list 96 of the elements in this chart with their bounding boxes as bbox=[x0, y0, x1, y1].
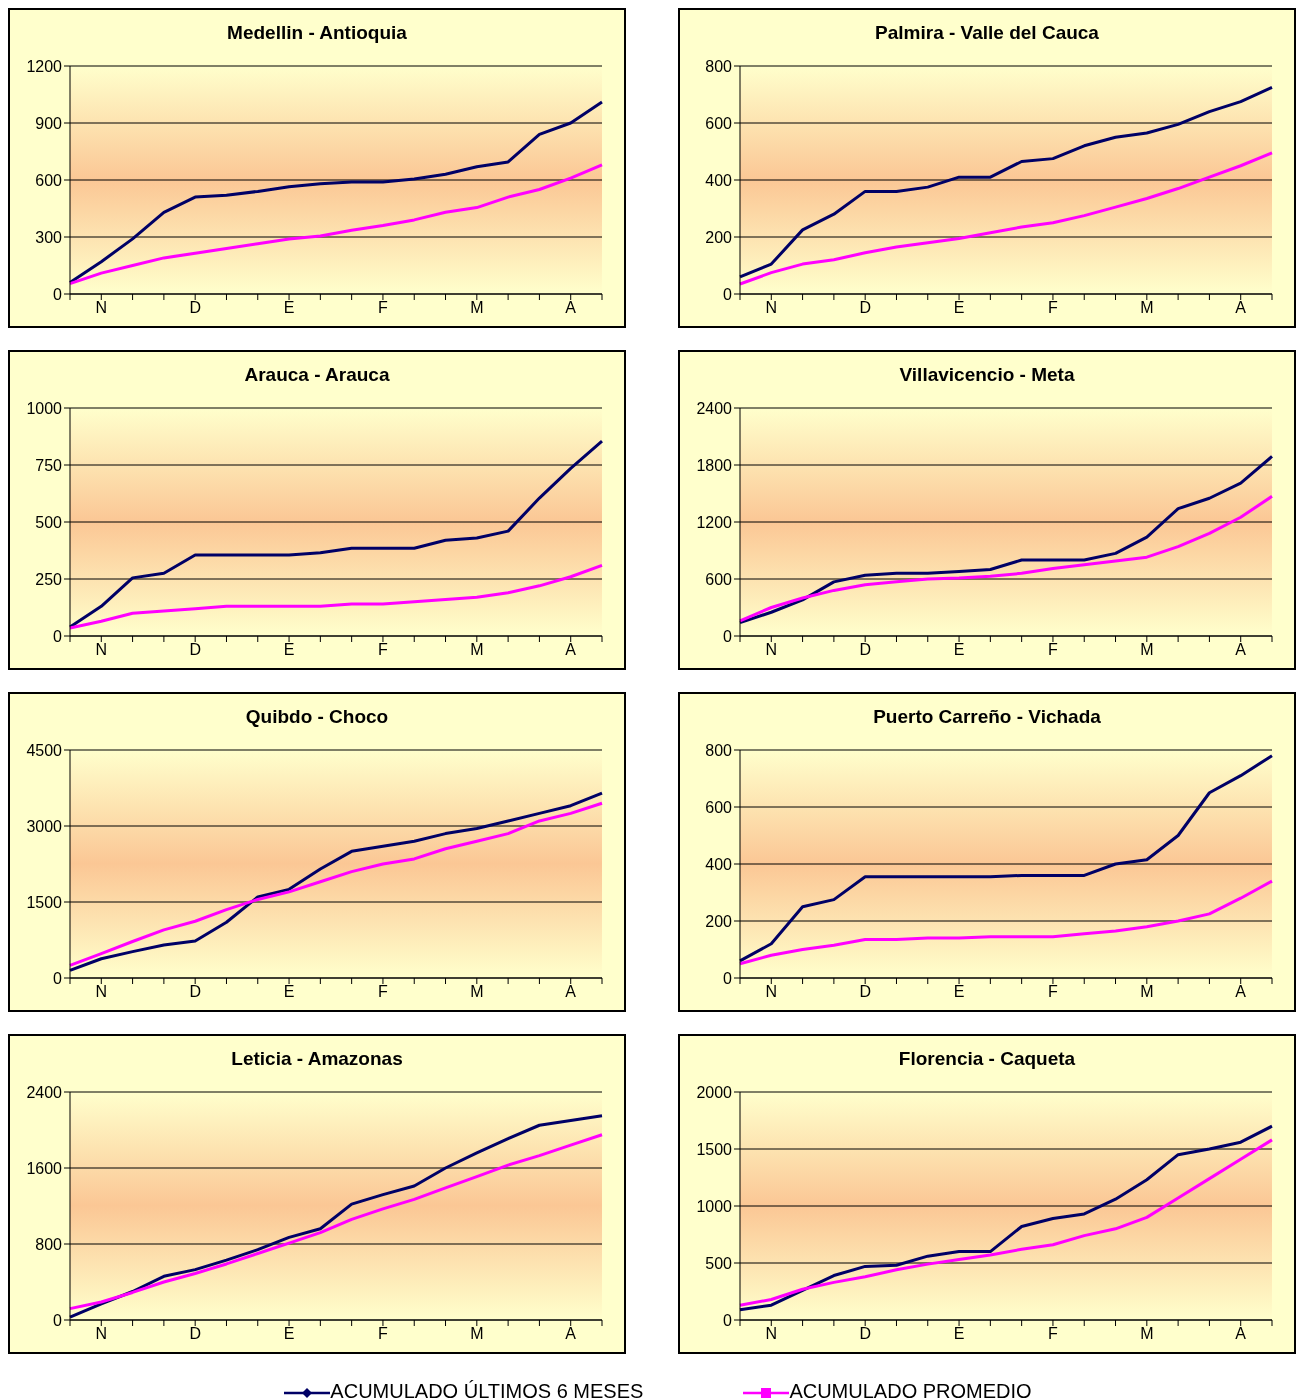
chart-title: Quibdo - Choco bbox=[244, 705, 390, 729]
y-tick-label: 0 bbox=[53, 1311, 63, 1329]
x-tick-label: M bbox=[470, 983, 484, 1001]
y-tick-label: 900 bbox=[35, 114, 63, 132]
y-tick-label: 1800 bbox=[696, 456, 733, 474]
x-tick-label: E bbox=[953, 641, 965, 659]
x-tick-label: N bbox=[765, 299, 778, 317]
x-tick-label: F bbox=[378, 641, 389, 659]
chart-title: Florencia - Caqueta bbox=[897, 1047, 1077, 1071]
y-tick-label: 1000 bbox=[696, 1197, 733, 1215]
y-tick-label: 4500 bbox=[26, 741, 63, 759]
x-tick-label: D bbox=[859, 983, 871, 1001]
x-tick-label: F bbox=[378, 1325, 389, 1343]
y-tick-label: 600 bbox=[705, 114, 733, 132]
x-tick-label: E bbox=[283, 983, 295, 1001]
x-tick-label: E bbox=[283, 1325, 295, 1343]
y-tick-label: 800 bbox=[35, 1235, 63, 1253]
x-tick-label: E bbox=[953, 983, 965, 1001]
y-tick-label: 600 bbox=[705, 798, 733, 816]
chart-title: Palmira - Valle del Cauca bbox=[874, 21, 1100, 45]
x-tick-label: M bbox=[470, 1325, 484, 1343]
y-tick-label: 1000 bbox=[26, 399, 63, 417]
x-tick-label: A bbox=[565, 641, 577, 659]
x-tick-label: A bbox=[565, 983, 577, 1001]
y-tick-label: 1600 bbox=[26, 1159, 63, 1177]
y-tick-label: 750 bbox=[35, 456, 63, 474]
x-tick-label: D bbox=[859, 1325, 871, 1343]
y-tick-label: 500 bbox=[35, 513, 63, 531]
x-tick-label: M bbox=[470, 299, 484, 317]
x-tick-label: N bbox=[95, 641, 108, 659]
y-tick-label: 0 bbox=[723, 1311, 733, 1329]
x-tick-label: A bbox=[565, 299, 577, 317]
x-tick-label: A bbox=[1235, 641, 1247, 659]
x-tick-label: M bbox=[1140, 299, 1154, 317]
x-tick-label: N bbox=[95, 299, 108, 317]
y-tick-label: 250 bbox=[35, 570, 63, 588]
x-tick-label: F bbox=[378, 983, 389, 1001]
y-tick-label: 1200 bbox=[26, 57, 63, 75]
x-tick-label: D bbox=[189, 299, 201, 317]
y-tick-label: 2400 bbox=[696, 399, 733, 417]
x-tick-label: E bbox=[953, 299, 965, 317]
y-tick-label: 400 bbox=[705, 855, 733, 873]
x-tick-label: F bbox=[1048, 641, 1059, 659]
x-tick-label: N bbox=[765, 1325, 778, 1343]
x-tick-label: M bbox=[470, 641, 484, 659]
y-tick-label: 1500 bbox=[26, 893, 63, 911]
x-tick-label: A bbox=[1235, 1325, 1247, 1343]
y-tick-label: 500 bbox=[705, 1254, 733, 1272]
x-tick-label: N bbox=[765, 983, 778, 1001]
x-tick-label: E bbox=[283, 641, 295, 659]
y-tick-label: 200 bbox=[705, 228, 733, 246]
y-tick-label: 600 bbox=[35, 171, 63, 189]
x-tick-label: E bbox=[283, 299, 295, 317]
x-tick-label: M bbox=[1140, 983, 1154, 1001]
y-tick-label: 800 bbox=[705, 741, 733, 759]
y-tick-label: 200 bbox=[705, 912, 733, 930]
y-tick-label: 0 bbox=[53, 627, 63, 645]
x-tick-label: M bbox=[1140, 641, 1154, 659]
x-tick-label: F bbox=[378, 299, 389, 317]
x-tick-label: M bbox=[1140, 1325, 1154, 1343]
x-tick-label: A bbox=[1235, 983, 1247, 1001]
x-tick-label: D bbox=[859, 641, 871, 659]
x-tick-label: A bbox=[1235, 299, 1247, 317]
y-tick-label: 1200 bbox=[696, 513, 733, 531]
y-tick-label: 300 bbox=[35, 228, 63, 246]
chart-title: Arauca - Arauca bbox=[243, 363, 391, 387]
x-tick-label: F bbox=[1048, 1325, 1059, 1343]
x-tick-label: A bbox=[565, 1325, 577, 1343]
x-tick-label: N bbox=[765, 641, 778, 659]
x-tick-label: N bbox=[95, 983, 108, 1001]
x-tick-label: D bbox=[189, 641, 201, 659]
y-tick-label: 2000 bbox=[696, 1083, 733, 1101]
y-tick-label: 3000 bbox=[26, 817, 63, 835]
chart-title: Medellin - Antioquia bbox=[226, 21, 408, 45]
x-tick-label: E bbox=[953, 1325, 965, 1343]
y-tick-label: 0 bbox=[53, 969, 63, 987]
x-tick-label: D bbox=[189, 1325, 201, 1343]
x-tick-label: D bbox=[859, 299, 871, 317]
chart-title: Leticia - Amazonas bbox=[230, 1047, 404, 1071]
y-tick-label: 0 bbox=[723, 627, 733, 645]
legend-label: ACUMULADO PROMEDIO bbox=[788, 1380, 1032, 1399]
y-tick-label: 400 bbox=[705, 171, 733, 189]
y-tick-label: 800 bbox=[705, 57, 733, 75]
y-tick-label: 0 bbox=[723, 285, 733, 303]
x-tick-label: N bbox=[95, 1325, 108, 1343]
y-tick-label: 1500 bbox=[696, 1140, 733, 1158]
chart-title: Puerto Carreño - Vichada bbox=[872, 705, 1102, 729]
y-tick-label: 600 bbox=[705, 570, 733, 588]
chart-title: Villavicencio - Meta bbox=[898, 363, 1076, 387]
legend-label: ACUMULADO ÚLTIMOS 6 MESES bbox=[329, 1380, 644, 1399]
y-tick-label: 0 bbox=[53, 285, 63, 303]
x-tick-label: F bbox=[1048, 299, 1059, 317]
y-tick-label: 2400 bbox=[26, 1083, 63, 1101]
x-tick-label: D bbox=[189, 983, 201, 1001]
y-tick-label: 0 bbox=[723, 969, 733, 987]
x-tick-label: F bbox=[1048, 983, 1059, 1001]
